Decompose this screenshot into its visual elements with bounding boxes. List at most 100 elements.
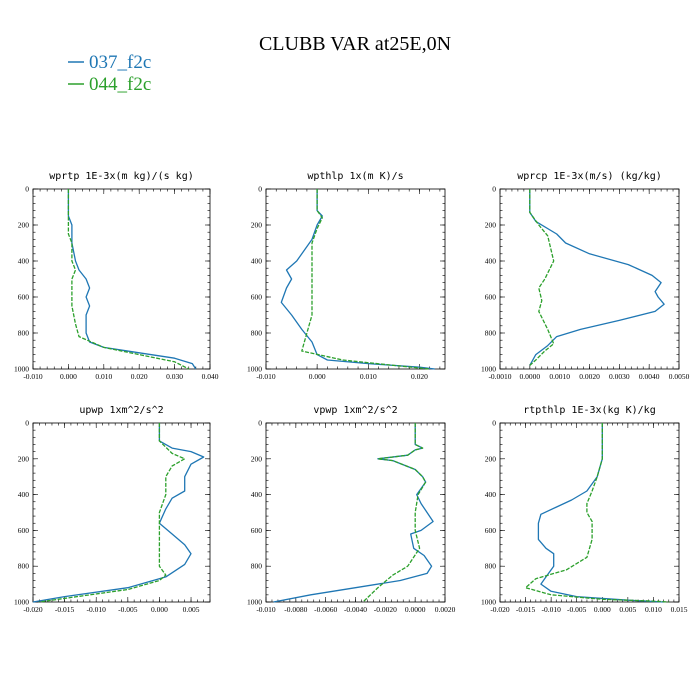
series-line-044_f2c [362, 423, 427, 603]
x-tick-label: -0.010 [256, 605, 276, 614]
x-tick-label: 0.005 [183, 605, 200, 614]
series-line-037_f2c [537, 423, 664, 603]
y-tick-label: 0 [258, 185, 262, 194]
x-tick-label: -0.015 [516, 605, 536, 614]
y-tick-label: 1000 [247, 365, 262, 374]
y-tick-label: 0 [25, 185, 29, 194]
series-line-044_f2c [67, 189, 190, 370]
panel-title: rtpthlp 1E-3x(kg K)/kg [523, 405, 655, 416]
y-tick-label: 400 [18, 257, 30, 266]
y-tick-label: 400 [18, 490, 30, 499]
y-tick-label: 600 [18, 526, 30, 535]
x-tick-label: 0.0000 [520, 372, 541, 381]
y-tick-label: 200 [485, 221, 497, 230]
y-tick-label: 200 [18, 221, 30, 230]
panel-title: wprtp 1E-3x(m kg)/(s kg) [49, 171, 194, 182]
panel-title: upwp 1xm^2/s^2 [79, 405, 163, 416]
x-tick-label: -0.010 [87, 605, 107, 614]
series-line-037_f2c [32, 423, 205, 603]
y-tick-label: 800 [251, 562, 263, 571]
plot-frame [499, 188, 680, 370]
x-tick-label: -0.0020 [374, 605, 397, 614]
x-tick-label: -0.010 [256, 372, 276, 381]
panel-title: vpwp 1xm^2/s^2 [313, 405, 397, 416]
y-tick-label: 0 [25, 419, 29, 428]
y-tick-label: 600 [485, 526, 497, 535]
legend-label-037: 037_f2c [89, 52, 151, 73]
panel-title: wprcp 1E-3x(m/s) (kg/kg) [517, 171, 662, 182]
y-tick-label: 400 [485, 490, 497, 499]
x-tick-label: -0.020 [23, 605, 43, 614]
plot-frame [32, 188, 211, 370]
panel-1: wprtp 1E-3x(m kg)/(s kg) -0.010 0.000 0.010… [14, 171, 219, 381]
series-line-037_f2c [280, 189, 435, 370]
panel-4: upwp 1xm^2/s^2 -0.020 -0.015 -0.010 -0.005 0.… [14, 405, 211, 614]
y-tick-label: 400 [485, 257, 497, 266]
x-tick-label: 0.000 [60, 372, 77, 381]
y-tick-label: 800 [485, 562, 497, 571]
x-tick-label: 0.005 [619, 605, 636, 614]
y-tick-label: 1000 [14, 598, 29, 607]
x-tick-label: -0.0040 [344, 605, 367, 614]
series-line-044_f2c [39, 423, 186, 603]
y-tick-label: 0 [492, 419, 496, 428]
y-tick-label: 800 [18, 562, 30, 571]
x-tick-label: -0.015 [55, 605, 75, 614]
x-tick-label: 0.0000 [405, 605, 426, 614]
x-tick-label: 0.0020 [435, 605, 456, 614]
panel-6: rtpthlp 1E-3x(kg K)/kg -0.020 -0.015 -0.010… [481, 405, 688, 614]
plot-frame [499, 422, 680, 603]
x-tick-label: 0.000 [309, 372, 326, 381]
y-tick-label: 600 [251, 526, 263, 535]
x-tick-label: 0.010 [360, 372, 377, 381]
x-tick-label: -0.005 [118, 605, 138, 614]
x-tick-label: 0.015 [671, 605, 688, 614]
x-tick-label: -0.0060 [314, 605, 337, 614]
series-line-037_f2c [67, 189, 197, 370]
y-tick-label: 0 [492, 185, 496, 194]
plot-frame [265, 188, 446, 370]
x-tick-label: 0.0020 [579, 372, 600, 381]
x-tick-label: 0.020 [131, 372, 148, 381]
x-tick-label: -0.0080 [284, 605, 307, 614]
y-tick-label: 1000 [481, 598, 496, 607]
y-tick-label: 1000 [247, 598, 262, 607]
panels: wprtp 1E-3x(m kg)/(s kg) -0.010 0.000 0.010… [14, 171, 690, 614]
y-tick-label: 600 [485, 293, 497, 302]
x-tick-label: 0.000 [151, 605, 168, 614]
y-tick-label: 600 [18, 293, 30, 302]
x-tick-label: -0.0010 [488, 372, 511, 381]
series-line-037_f2c [529, 189, 665, 366]
x-tick-label: 0.020 [411, 372, 428, 381]
x-tick-label: 0.0010 [549, 372, 570, 381]
x-tick-label: 0.010 [645, 605, 662, 614]
legend-label-044: 044_f2c [89, 74, 151, 95]
x-tick-label: 0.0030 [609, 372, 630, 381]
y-tick-label: 200 [251, 221, 263, 230]
x-tick-label: -0.010 [23, 372, 43, 381]
y-tick-label: 1000 [481, 365, 496, 374]
legend-entry-044: 044_f2c [68, 74, 151, 95]
series-line-044_f2c [301, 189, 430, 370]
y-tick-label: 400 [251, 490, 263, 499]
x-tick-label: -0.020 [490, 605, 510, 614]
series-line-044_f2c [529, 189, 555, 366]
y-tick-label: 800 [251, 329, 263, 338]
x-tick-label: 0.030 [166, 372, 183, 381]
y-tick-label: 200 [251, 454, 263, 463]
x-tick-label: 0.0050 [669, 372, 690, 381]
x-tick-label: 0.000 [594, 605, 611, 614]
x-tick-label: 0.040 [202, 372, 219, 381]
panel-5: vpwp 1xm^2/s^2 -0.010 -0.0080 -0.0060 -0.004… [247, 405, 456, 614]
y-tick-label: 800 [485, 329, 497, 338]
y-tick-label: 400 [251, 257, 263, 266]
x-tick-label: 0.0040 [639, 372, 660, 381]
legend-entry-037: 037_f2c [68, 52, 151, 73]
y-tick-label: 800 [18, 329, 30, 338]
x-tick-label: -0.005 [567, 605, 587, 614]
y-tick-label: 200 [485, 454, 497, 463]
panel-2: wpthlp 1x(m K)/s -0.010 0.000 0.010 0.020 0 20… [247, 171, 446, 381]
y-tick-label: 600 [251, 293, 263, 302]
x-tick-label: -0.010 [541, 605, 561, 614]
